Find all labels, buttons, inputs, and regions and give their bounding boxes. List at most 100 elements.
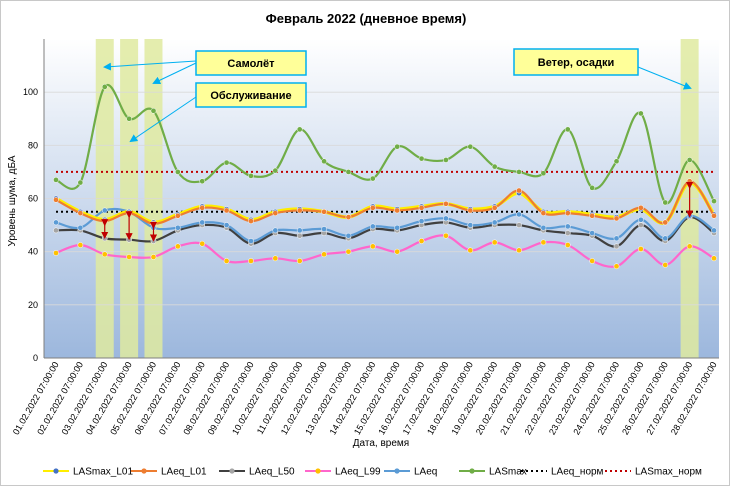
data-point-LAeq: [638, 216, 644, 223]
data-point-LASmax: [248, 173, 254, 179]
data-point-LAeq_L99: [540, 239, 547, 246]
data-point-LAeq: [613, 235, 620, 242]
data-point-LAeq: [540, 224, 547, 231]
series-group: [53, 83, 717, 270]
x-axis-label: Дата, время: [353, 438, 409, 449]
data-point-LAeq_L99: [77, 242, 84, 248]
data-point-LAeq: [491, 219, 498, 226]
data-point-LAeq: [223, 222, 230, 228]
legend-marker-LAeq_L99: [315, 468, 321, 474]
legend-label-LAeq: LAeq: [414, 467, 437, 478]
data-point-LAeq_L01: [662, 219, 669, 226]
data-point-LAeq_L99: [638, 246, 644, 252]
data-point-LASmax: [467, 143, 474, 150]
data-point-LAeq_L01: [345, 214, 352, 220]
data-point-LAeq_L01: [564, 210, 571, 216]
legend-marker-LAeq_L50: [229, 468, 235, 474]
data-point-LAeq: [175, 224, 181, 231]
exceedance-arrows: [101, 181, 694, 242]
data-point-LAeq_L01: [613, 215, 620, 222]
data-point-LASmax: [101, 84, 108, 90]
data-point-LAeq_L99: [296, 258, 303, 264]
data-point-LAeq_L99: [589, 258, 595, 264]
callout-arrow: [152, 62, 197, 85]
data-point-LAeq_L01: [321, 208, 327, 215]
data-point-LAeq_L50: [150, 238, 157, 244]
data-point-LAeq_L99: [53, 250, 59, 256]
data-point-LAeq: [345, 232, 352, 239]
data-point-LASmax: [345, 169, 352, 175]
data-point-LAeq_L99: [686, 243, 693, 250]
data-point-LASmax: [77, 179, 84, 186]
data-point-LAeq_L50: [53, 227, 59, 234]
data-point-LAeq: [711, 227, 717, 234]
data-point-LAeq_L01: [467, 207, 474, 214]
data-point-LAeq_L01: [175, 212, 181, 219]
callout-label: Самолёт: [227, 58, 275, 70]
legend-label-LAeq_L01: LAeq_L01: [161, 467, 207, 478]
data-point-LASmax: [613, 158, 620, 165]
data-point-LAeq: [662, 235, 669, 242]
data-point-LASmax: [126, 115, 132, 122]
series-line-LAeq: [55, 207, 715, 243]
data-point-LAeq_L99: [394, 248, 401, 255]
data-point-LAeq: [296, 227, 303, 234]
data-point-LAeq_L99: [345, 248, 352, 255]
data-point-LAeq: [369, 223, 376, 230]
data-point-LAeq: [516, 211, 522, 218]
callout-box: [513, 48, 639, 76]
data-point-LAeq: [101, 207, 108, 214]
data-point-LAeq_L50: [296, 232, 303, 239]
legend-label-LASmax: LASmax: [489, 467, 527, 478]
data-point-LASmax: [296, 126, 303, 133]
callouts: Самолёт Обслуживание Ветер, осадки: [103, 48, 692, 143]
legend-label-LAeq_L50: LAeq_L50: [249, 467, 295, 478]
data-point-LAeq_L01: [711, 212, 717, 219]
data-point-LAeq_L01: [418, 204, 425, 211]
x-tick-label: 11.02.2022 07:00:00: [255, 360, 305, 436]
data-point-LAeq_L01: [53, 196, 59, 203]
data-point-LAeq: [77, 224, 84, 231]
data-point-LAeq_L01: [686, 178, 693, 185]
data-point-LAeq_L01: [199, 204, 206, 211]
callout-arrow: [103, 60, 197, 71]
data-point-LASmax: [272, 167, 279, 174]
data-point-LAeq_L99: [150, 254, 157, 260]
data-point-LAeq_L50: [101, 235, 108, 242]
y-tick-label: 80: [28, 140, 38, 150]
data-point-LAeq: [53, 219, 59, 226]
data-point-LAeq_L99: [516, 247, 522, 254]
data-point-LASmax: [175, 169, 181, 175]
legend: LASmax_L01 LAeq_L01 LAeq_L50 LAeq_L99 LAeq LA…: [43, 467, 702, 478]
data-point-LAeq_L01: [443, 200, 449, 207]
data-point-LAeq_L01: [394, 207, 401, 214]
data-point-LAeq: [394, 224, 401, 231]
data-point-LAeq: [248, 238, 254, 244]
data-point-LAeq_L99: [369, 243, 376, 250]
data-point-LAeq_L01: [516, 187, 522, 194]
data-point-LASmax: [564, 126, 571, 133]
data-point-LAeq_L01: [272, 210, 279, 216]
data-point-LAeq_L99: [711, 255, 717, 262]
y-tick-label: 0: [33, 353, 38, 363]
data-point-LAeq_L01: [296, 207, 303, 214]
data-point-LAeq_L01: [589, 212, 595, 219]
data-point-LASmax: [540, 170, 547, 177]
callout-box: [195, 50, 307, 76]
legend-label-LASmax_норм: LASmax_норм: [635, 467, 702, 478]
data-point-LAeq_L99: [613, 263, 620, 270]
series-line-LASmax_L01: [55, 180, 716, 225]
data-point-LASmax: [516, 169, 522, 175]
legend-label-LAeq_норм: LAeq_норм: [551, 467, 604, 478]
legend-label-LAeq_L99: LAeq_L99: [335, 467, 381, 478]
y-tick-label: 20: [28, 300, 38, 310]
callout-label: Обслуживание: [210, 90, 291, 102]
series-line-LAeq_L99: [55, 234, 715, 268]
data-point-LASmax: [321, 158, 327, 165]
data-point-LASmax: [223, 159, 230, 166]
data-point-LAeq_L99: [443, 232, 449, 239]
data-point-LAeq_L01: [223, 207, 230, 214]
series-line-LASmax: [55, 83, 715, 205]
x-tick-label: 28.02.2022 07:00:00: [669, 360, 719, 437]
